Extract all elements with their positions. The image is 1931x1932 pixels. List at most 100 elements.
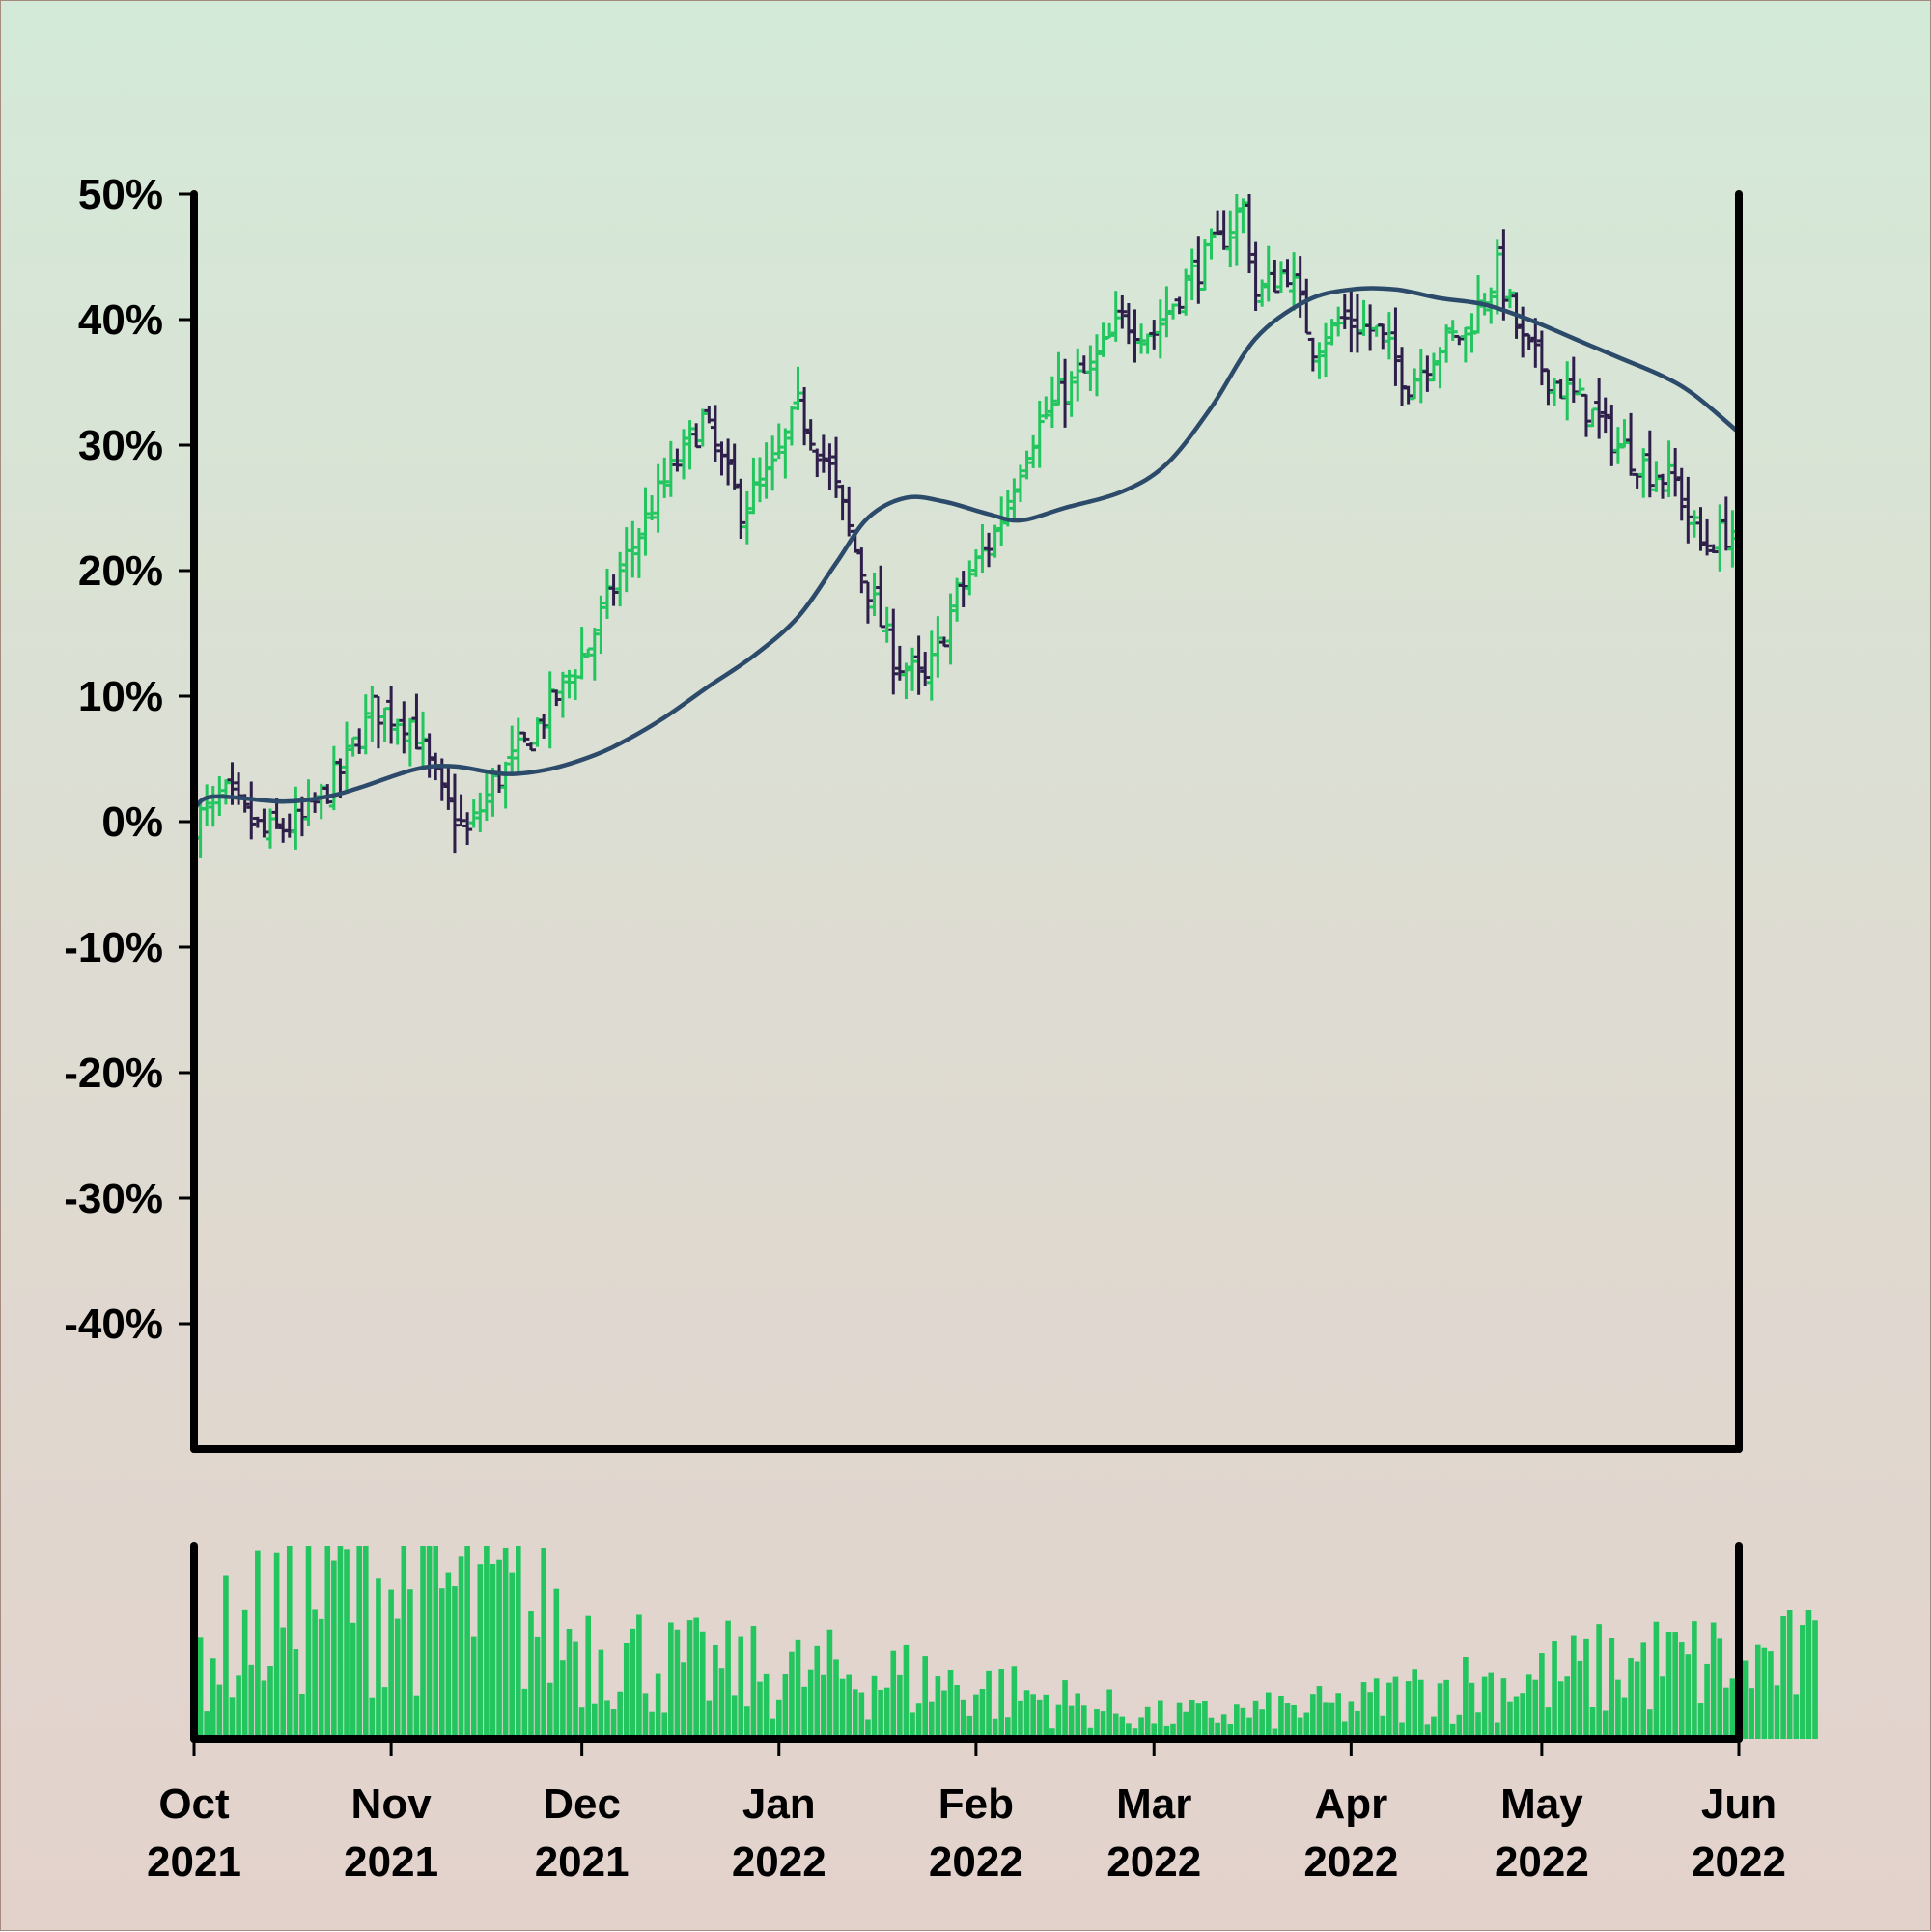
volume-bar bbox=[1004, 1717, 1011, 1739]
x-tick-year: 2022 bbox=[1106, 1838, 1201, 1886]
volume-bar bbox=[452, 1586, 458, 1739]
y-tick-label: -20% bbox=[64, 1050, 163, 1097]
y-tick-label: 10% bbox=[78, 673, 163, 720]
volume-bar bbox=[826, 1629, 833, 1739]
volume-bar bbox=[1132, 1728, 1138, 1739]
volume-bar bbox=[668, 1622, 674, 1739]
volume-bar bbox=[1208, 1717, 1215, 1739]
volume-bar bbox=[1170, 1723, 1176, 1739]
volume-bar bbox=[553, 1588, 560, 1739]
volume-bar bbox=[897, 1674, 903, 1739]
volume-bar bbox=[362, 1546, 369, 1739]
volume-bar bbox=[1183, 1711, 1189, 1739]
volume-bar bbox=[356, 1546, 362, 1739]
volume-bar bbox=[1144, 1706, 1151, 1739]
volume-bar bbox=[1367, 1692, 1373, 1739]
volume-bar bbox=[521, 1688, 528, 1739]
x-tick-month: Apr bbox=[1314, 1780, 1387, 1828]
volume-bar bbox=[464, 1546, 470, 1739]
volume-bar bbox=[1431, 1716, 1437, 1739]
volume-bar bbox=[1265, 1692, 1272, 1739]
volume-bar bbox=[910, 1712, 915, 1739]
volume-bar bbox=[775, 1699, 782, 1739]
volume-bar bbox=[713, 1644, 718, 1739]
x-tick-year: 2022 bbox=[929, 1838, 1023, 1886]
volume-bar bbox=[833, 1659, 839, 1739]
volume-bar bbox=[305, 1546, 312, 1739]
volume-bar bbox=[381, 1687, 388, 1739]
volume-bar bbox=[273, 1552, 280, 1739]
volume-bar bbox=[490, 1563, 496, 1739]
x-tick-month: Oct bbox=[158, 1780, 230, 1828]
volume-bar bbox=[376, 1578, 381, 1739]
volume-bar bbox=[770, 1718, 775, 1739]
volume-bar bbox=[426, 1546, 433, 1739]
volume-bar bbox=[1672, 1632, 1678, 1739]
volume-bar bbox=[1094, 1709, 1100, 1739]
volume-bar bbox=[1023, 1690, 1030, 1739]
volume-bar bbox=[699, 1631, 706, 1739]
volume-bar bbox=[630, 1628, 636, 1739]
volume-bar bbox=[1780, 1616, 1786, 1739]
volume-bar bbox=[318, 1618, 324, 1739]
x-tick-month: Nov bbox=[351, 1780, 433, 1828]
volume-bar bbox=[1665, 1631, 1672, 1739]
volume-bar bbox=[286, 1546, 293, 1739]
volume-bar bbox=[744, 1706, 750, 1739]
volume-bar bbox=[204, 1711, 210, 1739]
volume-bar bbox=[566, 1628, 573, 1739]
volume-bar bbox=[1532, 1679, 1539, 1739]
volume-bar bbox=[782, 1673, 789, 1739]
volume-bar bbox=[1220, 1714, 1227, 1739]
volume-bar bbox=[1360, 1682, 1367, 1739]
volume-bar bbox=[1717, 1638, 1723, 1739]
x-tick-year: 2022 bbox=[1692, 1838, 1786, 1886]
y-tick-label: 30% bbox=[78, 422, 163, 469]
volume-bar bbox=[1609, 1638, 1615, 1739]
volume-bar bbox=[821, 1674, 826, 1739]
volume-bar bbox=[604, 1700, 610, 1739]
volume-bar bbox=[1303, 1712, 1310, 1739]
volume-bar bbox=[623, 1642, 630, 1739]
x-tick-month: Dec bbox=[543, 1780, 621, 1828]
volume-bar bbox=[1049, 1728, 1055, 1739]
volume-bar bbox=[1761, 1647, 1768, 1739]
volume-bar bbox=[1075, 1693, 1081, 1739]
volume-bar bbox=[534, 1636, 541, 1739]
volume-bar bbox=[1234, 1704, 1240, 1739]
volume-bar bbox=[1786, 1610, 1793, 1739]
volume-bar bbox=[1412, 1669, 1417, 1739]
volume-bar bbox=[369, 1697, 376, 1739]
volume-bar bbox=[248, 1664, 255, 1739]
volume-bar bbox=[592, 1703, 598, 1739]
volume-bar bbox=[718, 1668, 725, 1739]
volume-bar bbox=[1697, 1703, 1704, 1739]
volume-bar bbox=[1240, 1707, 1246, 1739]
volume-bar bbox=[738, 1636, 744, 1739]
volume-bar bbox=[1520, 1693, 1525, 1739]
volume-bar bbox=[795, 1639, 801, 1739]
volume-bar bbox=[197, 1637, 204, 1739]
volume-bar bbox=[858, 1692, 865, 1739]
volume-bar bbox=[458, 1556, 464, 1739]
volume-bar bbox=[528, 1611, 534, 1739]
volume-bar bbox=[814, 1645, 821, 1739]
volume-bar bbox=[655, 1673, 661, 1739]
volume-bar bbox=[1373, 1678, 1380, 1739]
volume-bar bbox=[610, 1708, 617, 1739]
volume-bar bbox=[1055, 1704, 1062, 1739]
volume-bar bbox=[229, 1697, 236, 1739]
volume-bar bbox=[1710, 1622, 1717, 1739]
volume-bar bbox=[1392, 1676, 1399, 1739]
volume-bar bbox=[846, 1674, 852, 1739]
volume-bar bbox=[210, 1658, 216, 1739]
volume-bar bbox=[1456, 1714, 1463, 1739]
volume-bar bbox=[1158, 1700, 1163, 1739]
volume-bar bbox=[1557, 1681, 1564, 1739]
volume-bar bbox=[865, 1719, 871, 1739]
volume-bar bbox=[470, 1636, 477, 1739]
volume-bar bbox=[1030, 1694, 1036, 1739]
volume-bar bbox=[261, 1680, 267, 1739]
y-tick-label: -30% bbox=[64, 1175, 163, 1222]
